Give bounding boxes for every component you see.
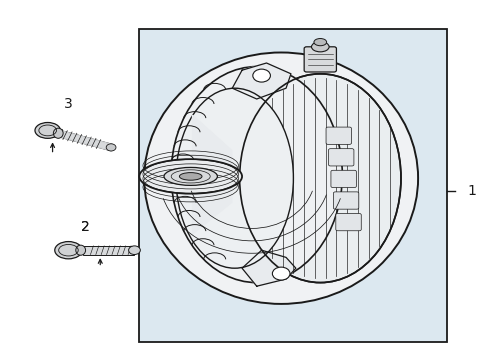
Ellipse shape [313,39,326,46]
Text: 2: 2 [81,220,90,234]
Ellipse shape [55,242,82,259]
Ellipse shape [76,245,85,255]
Ellipse shape [128,246,140,255]
FancyBboxPatch shape [330,170,356,188]
Polygon shape [242,250,295,286]
Ellipse shape [106,144,116,151]
Ellipse shape [252,69,270,82]
Polygon shape [192,115,231,234]
Ellipse shape [239,74,400,283]
FancyBboxPatch shape [335,213,361,231]
Ellipse shape [35,122,61,138]
FancyBboxPatch shape [328,149,353,166]
Polygon shape [232,63,290,99]
Text: 2: 2 [81,220,90,234]
Text: 1: 1 [466,184,475,198]
Ellipse shape [163,167,217,185]
Ellipse shape [176,88,293,268]
Text: 3: 3 [64,97,73,111]
Ellipse shape [171,67,342,283]
FancyBboxPatch shape [304,47,336,72]
Ellipse shape [179,172,202,180]
Ellipse shape [272,267,289,280]
Ellipse shape [53,128,63,138]
Ellipse shape [139,159,242,194]
Bar [139,29,447,342]
Ellipse shape [311,42,328,52]
FancyBboxPatch shape [333,192,358,209]
FancyBboxPatch shape [325,127,351,144]
Bar [83,246,134,255]
Ellipse shape [144,53,417,304]
